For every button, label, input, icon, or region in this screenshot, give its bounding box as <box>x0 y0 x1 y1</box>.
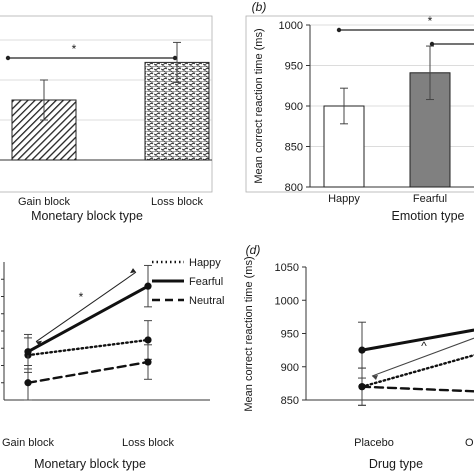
panel-d-series-neutral-point-1 <box>358 383 366 391</box>
panel-a-frame <box>0 15 213 193</box>
panel-c-series-fearful-line <box>26 284 150 354</box>
panel-a-significance-dot-right <box>172 55 178 61</box>
panel-c-series-fearful-point-2 <box>144 282 152 290</box>
legend-label-happy: Happy <box>189 257 221 269</box>
panel-b-frame <box>245 15 474 193</box>
panel-d-letter: (d) <box>246 243 261 257</box>
panel-b-letter: (b) <box>252 0 267 14</box>
panel-b-category-label: Happy <box>328 193 360 205</box>
panel-a-category-label: Loss block <box>151 196 203 208</box>
panel-c-category-label: Gain block <box>2 437 54 449</box>
panel-a-significance-dot-left <box>5 55 11 61</box>
panel-d-series-fearful-line <box>360 328 474 352</box>
panel-c-arrow-head-left <box>36 340 42 346</box>
panel-d-y-tick-label: 1000 <box>275 295 299 307</box>
panel-d-series-happy-line <box>360 353 474 388</box>
panel-d-significance-label: ^ <box>421 339 427 353</box>
panel-a-bar-chart: Gain block Loss block * Monetary block typ… <box>0 15 213 223</box>
panel-c-series-neutral-point-2 <box>144 358 152 366</box>
panel-b-category-label: Fearful <box>413 193 447 205</box>
panel-c-arrow-head-right <box>130 268 136 274</box>
panel-d-y-axis-title: Mean correct reaction time (ms) <box>243 256 255 411</box>
panel-d-series-neutral-line <box>360 385 474 393</box>
panel-b-y-tick-label: 850 <box>285 142 303 154</box>
panel-a-x-axis-title: Monetary block type <box>31 209 143 223</box>
panel-b-x-axis-title: Emotion type <box>392 209 465 223</box>
panel-d-category-label: O <box>465 437 474 449</box>
panel-c-series-neutral-point-1 <box>24 379 32 387</box>
panel-c-x-axis-title: Monetary block type <box>34 457 146 471</box>
panel-c-series-fearful-point-1 <box>24 348 32 356</box>
panel-d-arrow-head <box>372 375 378 381</box>
panel-d-x-axis-title: Drug type <box>369 457 423 471</box>
panel-d-line-chart: (d) 850 900 950 1000 1050 ^ Placebo O Mean corr… <box>243 243 474 471</box>
panel-b-y-axis-title: Mean correct reaction time (ms) <box>253 28 265 183</box>
panel-c-line-chart: Happy Fearful Neutral * Gain block Loss bloc… <box>1 257 224 471</box>
panel-d-category-label: Placebo <box>354 437 394 449</box>
legend-label-neutral: Neutral <box>189 295 224 307</box>
panel-a-significance-label: * <box>72 42 77 56</box>
panel-d-significance-arrow <box>371 337 474 377</box>
panel-c-series-happy-point-2 <box>144 336 152 344</box>
panel-b-y-tick-label: 950 <box>285 61 303 73</box>
panel-b-significance-dot-1 <box>336 27 342 33</box>
panel-c-legend: Happy Fearful Neutral <box>152 257 224 307</box>
panel-b-bar-chart: (b) 800 850 900 950 1000 Happy Fearful * Mean c… <box>245 0 474 223</box>
panel-c-category-label: Loss block <box>122 437 174 449</box>
panel-c-series-happy-line <box>26 338 150 357</box>
panel-c-significance-label: * <box>79 290 84 304</box>
panel-b-significance-label: * <box>428 14 433 28</box>
panel-d-y-tick-label: 950 <box>281 329 299 341</box>
panel-d-series-fearful-point-1 <box>358 346 366 354</box>
panel-b-significance-dot-2 <box>429 41 435 47</box>
panel-d-y-tick-label: 900 <box>281 362 299 374</box>
panel-d-y-tick-label: 1050 <box>275 262 299 274</box>
panel-c-series-neutral-line <box>26 360 150 384</box>
panel-c-significance-arrow <box>35 271 137 343</box>
panel-a-category-label: Gain block <box>18 196 70 208</box>
panel-b-y-tick-label: 1000 <box>279 20 303 32</box>
panel-d-y-tick-label: 850 <box>281 395 299 407</box>
panel-b-y-tick-label: 900 <box>285 101 303 113</box>
legend-label-fearful: Fearful <box>189 276 223 288</box>
panel-b-y-tick-label: 800 <box>285 182 303 194</box>
